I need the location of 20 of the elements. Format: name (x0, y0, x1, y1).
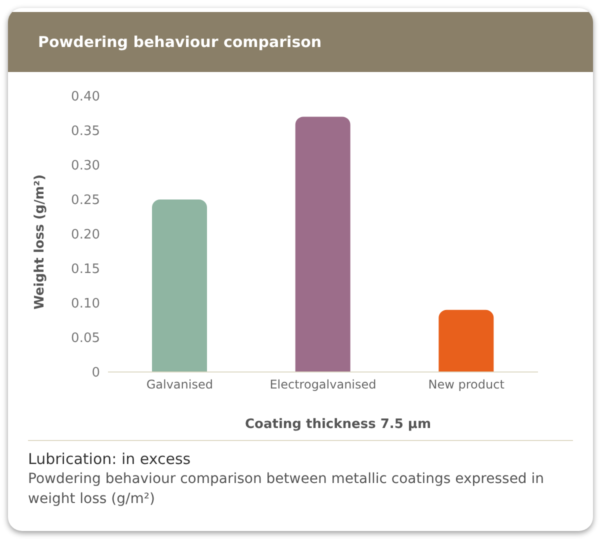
x-tick-label: Electrogalvanised (270, 378, 376, 392)
y-tick-label: 0.20 (71, 228, 100, 243)
y-tick-label: 0.30 (71, 158, 100, 174)
bar (152, 200, 207, 372)
y-tick-label: 0.05 (71, 331, 100, 346)
x-axis-title: Coating thickness 7.5 µm (244, 417, 432, 432)
bar (438, 310, 494, 372)
y-tick-label: 0.10 (71, 296, 100, 312)
chart-title: Powdering behaviour comparison (8, 12, 593, 72)
y-tick-label: 0 (92, 366, 100, 381)
y-tick-label: 0.15 (71, 262, 100, 278)
text: Lubrication: in excess (28, 449, 192, 469)
y-tick-label: 0.25 (71, 193, 100, 208)
text: Powdering behaviour comparison between metallic coatings expressed in weight loss (g/m²) (28, 470, 546, 509)
y-tick-label: 0.40 (71, 90, 100, 105)
x-tick-label: Galvanised (146, 378, 213, 392)
y-tick-label: 0.35 (71, 124, 100, 140)
x-tick-label: New product (428, 378, 505, 392)
bar (295, 116, 350, 372)
y-axis-title: Weight loss (g/m²) (32, 174, 48, 310)
